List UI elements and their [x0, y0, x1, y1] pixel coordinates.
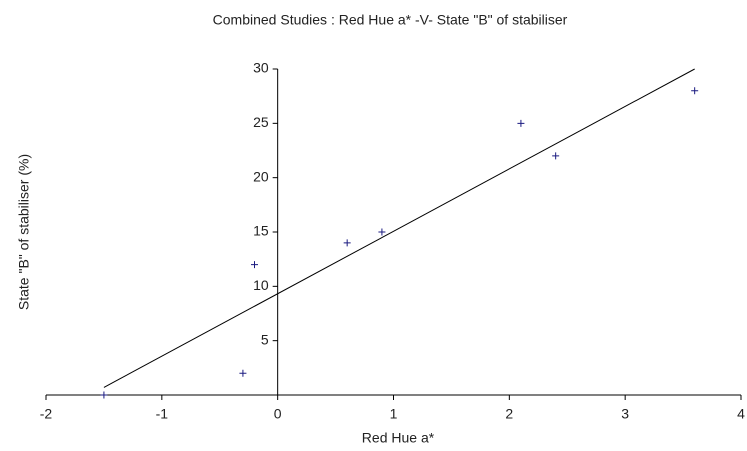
y-tick-label: 30 [253, 60, 269, 76]
x-tick-label: 4 [737, 406, 745, 422]
y-tick-label: 25 [253, 114, 269, 130]
data-point [239, 369, 247, 377]
x-axis-label: Red Hue a* [362, 430, 435, 446]
y-tick-label: 10 [253, 277, 269, 293]
y-axis-label: State "B" of stabiliser (%) [16, 154, 32, 310]
data-point [251, 261, 258, 269]
data-point [691, 87, 699, 95]
y-tick-label: 15 [253, 223, 269, 239]
x-tick-label: 1 [390, 406, 398, 422]
data-point [517, 119, 525, 127]
data-point [343, 239, 351, 247]
y-tick-label: 5 [261, 331, 269, 347]
x-tick-label: -2 [40, 406, 53, 422]
data-point [552, 152, 560, 160]
trend-line [103, 68, 695, 388]
y-tick-label: 20 [253, 168, 269, 184]
data-point [100, 391, 108, 399]
x-tick-label: -1 [156, 406, 169, 422]
data-point [378, 228, 386, 236]
x-tick-label: 2 [505, 406, 513, 422]
x-tick-label: 3 [621, 406, 629, 422]
x-tick-label: 0 [274, 406, 282, 422]
chart-title: Combined Studies : Red Hue a* -V- State … [213, 12, 568, 28]
